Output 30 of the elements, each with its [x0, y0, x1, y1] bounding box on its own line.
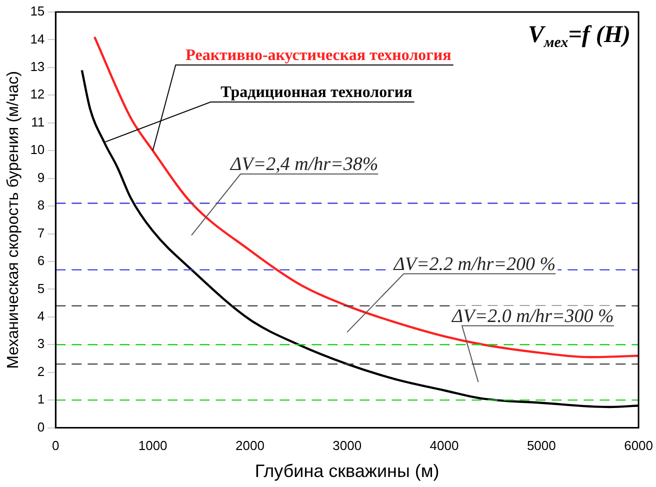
y-tick-label: 6: [37, 253, 45, 268]
x-tick-label: 5000: [526, 438, 556, 454]
y-tick-label: 11: [31, 114, 45, 130]
y-tick-label: 14: [30, 31, 45, 46]
x-tick-label: 0: [52, 438, 60, 454]
annotation: ΔV=2.0 m/hr=300 %: [451, 306, 614, 327]
y-tick-label: 12: [30, 86, 45, 102]
y-axis-title: Механическая скорость бурения (м/час): [5, 71, 22, 369]
y-tick-label: 8: [37, 198, 45, 213]
y-tick-label: 7: [37, 225, 45, 240]
x-tick-label: 3000: [332, 438, 362, 454]
x-axis-title: Глубина скважины (м): [254, 461, 440, 482]
text: Традиционная технология: [220, 84, 413, 101]
y-tick-label: 1: [37, 392, 45, 407]
annotation: ΔV=2,4 m/hr=38%: [230, 154, 378, 176]
y-tick-label: 2: [37, 364, 45, 379]
y-tick-label: 0: [37, 419, 45, 434]
y-tick-label: 13: [30, 59, 45, 74]
annotation: ΔV=2.2 m/hr=200 %: [392, 254, 556, 275]
x-tick-label: 1000: [138, 438, 168, 454]
x-tick-label: 2000: [235, 438, 264, 454]
y-tick-label: 9: [37, 170, 45, 185]
x-tick-label: 4000: [430, 438, 459, 454]
y-tick-label: 4: [37, 308, 45, 324]
y-tick-label: 5: [37, 280, 45, 296]
y-tick-label: 3: [37, 336, 45, 352]
x-tick-label: 6000: [624, 438, 653, 454]
y-tick-label: 10: [30, 142, 45, 158]
y-tick-label: 15: [30, 4, 45, 19]
text: Реактивно-акустическая технология: [186, 47, 452, 64]
